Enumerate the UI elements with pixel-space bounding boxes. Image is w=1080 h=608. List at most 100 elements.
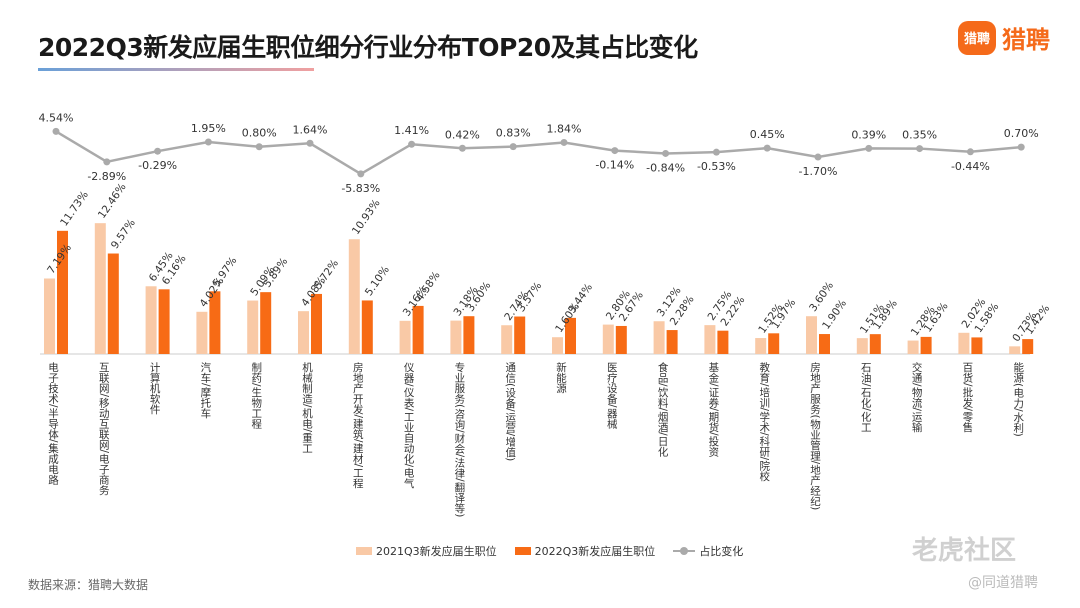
bar-2021-17 xyxy=(856,338,868,354)
change-label-15: 0.45% xyxy=(750,128,785,141)
change-point-8 xyxy=(408,140,416,148)
change-label-4: 1.95% xyxy=(191,122,226,135)
bar-2022-4 xyxy=(209,291,221,354)
bar-2021-3 xyxy=(145,286,157,354)
bar-2022-9 xyxy=(463,316,475,354)
change-label-18: 0.35% xyxy=(902,129,937,142)
bar-2022-5 xyxy=(260,292,272,354)
chart-legend: 2021Q3新发应届生职位 2022Q3新发应届生职位 占比变化 xyxy=(356,543,761,559)
change-point-7 xyxy=(357,170,365,178)
category-label-18: 交通/物流/运输 xyxy=(911,361,923,433)
bar-2022-11 xyxy=(565,317,576,354)
category-label-13: 食品/饮料/烟酒/日化 xyxy=(657,361,669,457)
logo-text: 猎聘 xyxy=(1002,26,1050,54)
bar-2021-11 xyxy=(552,337,563,354)
bar-2021-20 xyxy=(1009,346,1021,354)
bar-2021-1 xyxy=(44,278,55,354)
bar-2021-13 xyxy=(653,321,665,354)
legend-swatch-change xyxy=(673,547,696,555)
legend-item-change: 占比变化 xyxy=(673,543,743,559)
bar-2022-18 xyxy=(920,336,932,354)
change-point-19 xyxy=(966,148,974,156)
bar-2021-label-2: 12.46% xyxy=(96,181,129,221)
change-label-7: -5.83% xyxy=(341,182,380,195)
bar-2021-label-7: 10.93% xyxy=(350,197,383,237)
legend-swatch-2021 xyxy=(356,547,372,555)
category-label-1: 电子技术/半导体/集成电路 xyxy=(47,361,59,485)
bar-2021-5 xyxy=(247,300,259,354)
bar-2022-7 xyxy=(361,300,373,354)
bar-2021-7 xyxy=(348,239,360,354)
bar-2021-18 xyxy=(907,340,919,354)
change-label-8: 1.41% xyxy=(394,124,429,137)
change-label-12: -0.14% xyxy=(595,159,634,172)
change-label-10: 0.83% xyxy=(496,127,531,140)
bar-2022-8 xyxy=(412,305,424,354)
bar-2022-16 xyxy=(819,334,830,354)
bar-2021-4 xyxy=(196,311,208,354)
change-point-16 xyxy=(814,153,822,161)
change-point-2 xyxy=(103,158,111,166)
legend-item-2022: 2022Q3新发应届生职位 xyxy=(514,543,656,559)
change-series-line xyxy=(55,130,1022,176)
change-label-5: 0.80% xyxy=(242,127,277,140)
watermark-sub: @同道猎聘 xyxy=(968,575,1038,591)
category-label-7: 房地产开发/建筑/建材/工程 xyxy=(352,361,364,488)
change-label-13: -0.84% xyxy=(646,161,685,174)
legend-item-2021: 2021Q3新发应届生职位 xyxy=(356,543,497,559)
change-point-9 xyxy=(458,144,466,152)
change-point-4 xyxy=(204,138,212,146)
legend-label-2022: 2022Q3新发应届生职位 xyxy=(534,545,656,558)
data-source: 数据来源：猎聘大数据 xyxy=(28,578,149,592)
change-point-13 xyxy=(662,149,670,157)
bar-2022-13 xyxy=(666,330,678,354)
title-underline xyxy=(38,68,314,71)
change-point-10 xyxy=(509,143,517,151)
bar-2021-14 xyxy=(704,325,716,354)
bar-2021-15 xyxy=(755,338,767,354)
category-label-3: 计算机软件 xyxy=(149,361,161,415)
change-point-5 xyxy=(255,143,263,151)
change-label-6: 1.64% xyxy=(293,123,328,136)
bar-2022-10 xyxy=(514,316,526,354)
bar-2022-19 xyxy=(971,337,983,354)
change-label-9: 0.42% xyxy=(445,128,480,141)
category-label-15: 教育/培训/学术/科研/院校 xyxy=(758,361,770,482)
bar-2022-14 xyxy=(717,330,729,354)
change-point-6 xyxy=(306,139,314,147)
change-label-19: -0.44% xyxy=(951,160,990,173)
legend-swatch-2022 xyxy=(514,547,531,555)
bar-2021-8 xyxy=(399,320,411,354)
category-label-9: 专业服务(咨询/财会/法律/翻译等) xyxy=(453,361,465,517)
change-point-11 xyxy=(560,138,568,146)
bar-2021-9 xyxy=(450,320,462,354)
category-label-6: 机械制造/机电/重工 xyxy=(301,361,313,453)
category-label-10: 通信(设备/运营/增值) xyxy=(504,362,516,461)
bar-2022-20 xyxy=(1022,339,1034,354)
bar-2022-label-6: 5.72% xyxy=(312,257,341,291)
category-label-17: 石油/石化/化工 xyxy=(860,362,872,432)
change-label-1: 4.54% xyxy=(39,111,74,124)
bar-2022-label-1: 11.73% xyxy=(58,189,91,229)
change-label-20: 0.70% xyxy=(1004,127,1039,140)
chart-title: 2022Q3新发应届生职位细分行业分布TOP20及其占比变化 xyxy=(38,33,698,62)
liepin-logo: 猎聘 猎聘 xyxy=(958,20,1050,55)
bar-2022-label-7: 5.10% xyxy=(363,264,392,298)
watermark-main: 老虎社区 xyxy=(912,536,1017,566)
change-label-2: -2.89% xyxy=(87,170,126,183)
change-point-20 xyxy=(1017,143,1025,151)
bar-2022-label-11: 3.44% xyxy=(566,281,595,315)
bar-2021-12 xyxy=(602,324,614,354)
change-point-12 xyxy=(611,147,619,155)
bar-2021-19 xyxy=(958,332,970,354)
bar-2022-label-2: 9.57% xyxy=(109,217,138,251)
change-label-11: 1.84% xyxy=(547,122,582,135)
category-label-2: 互联网/移动互联网/电子商务 xyxy=(98,362,110,496)
category-label-16: 房地产服务(物业管理/地产经纪) xyxy=(809,361,821,510)
category-label-14: 基金/证券/期货/投资 xyxy=(707,361,719,457)
bar-2021-6 xyxy=(298,311,309,354)
category-label-19: 百货/批发/零售 xyxy=(961,362,973,433)
bar-2021-16 xyxy=(806,316,817,354)
bar-2022-15 xyxy=(768,333,780,354)
bar-2022-3 xyxy=(158,289,170,354)
